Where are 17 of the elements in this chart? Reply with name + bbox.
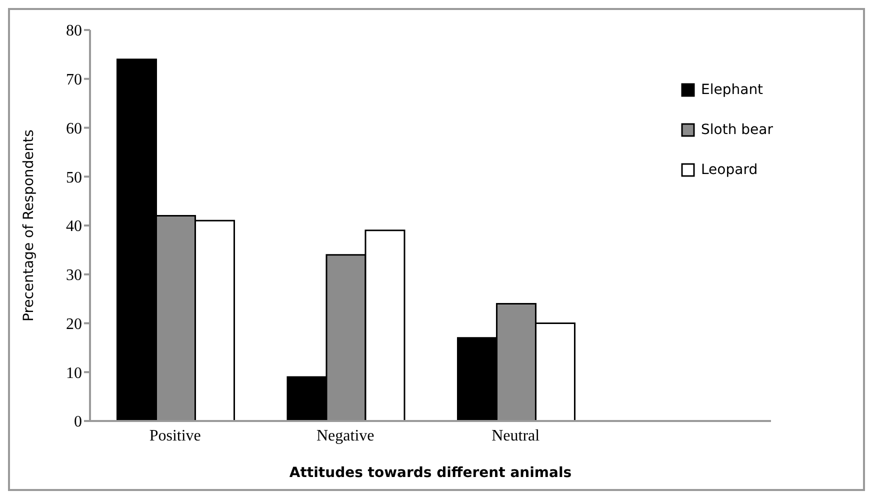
y-tick-label: 0 [74,414,82,431]
y-tick-label: 80 [66,22,82,40]
y-tick-label: 60 [66,120,82,138]
y-tick-label: 70 [66,72,82,89]
y-tick-label: 20 [66,316,82,333]
x-tick-label: Neutral [492,427,540,444]
legend-label: Elephant [701,81,764,100]
y-tick-label: 30 [66,267,82,284]
y-tick-label: 10 [66,364,82,382]
x-tick-label: Positive [149,427,201,444]
x-axis-title: Attitudes towards different animals [289,465,572,481]
legend-label: Leopard [701,161,758,180]
y-axis-title: Precentage of Respondents [20,130,37,322]
legend-label: Sloth bear [701,121,773,140]
y-tick-label: 50 [66,169,82,186]
y-tick-label: 40 [66,218,82,236]
x-tick-label: Negative [316,427,374,444]
